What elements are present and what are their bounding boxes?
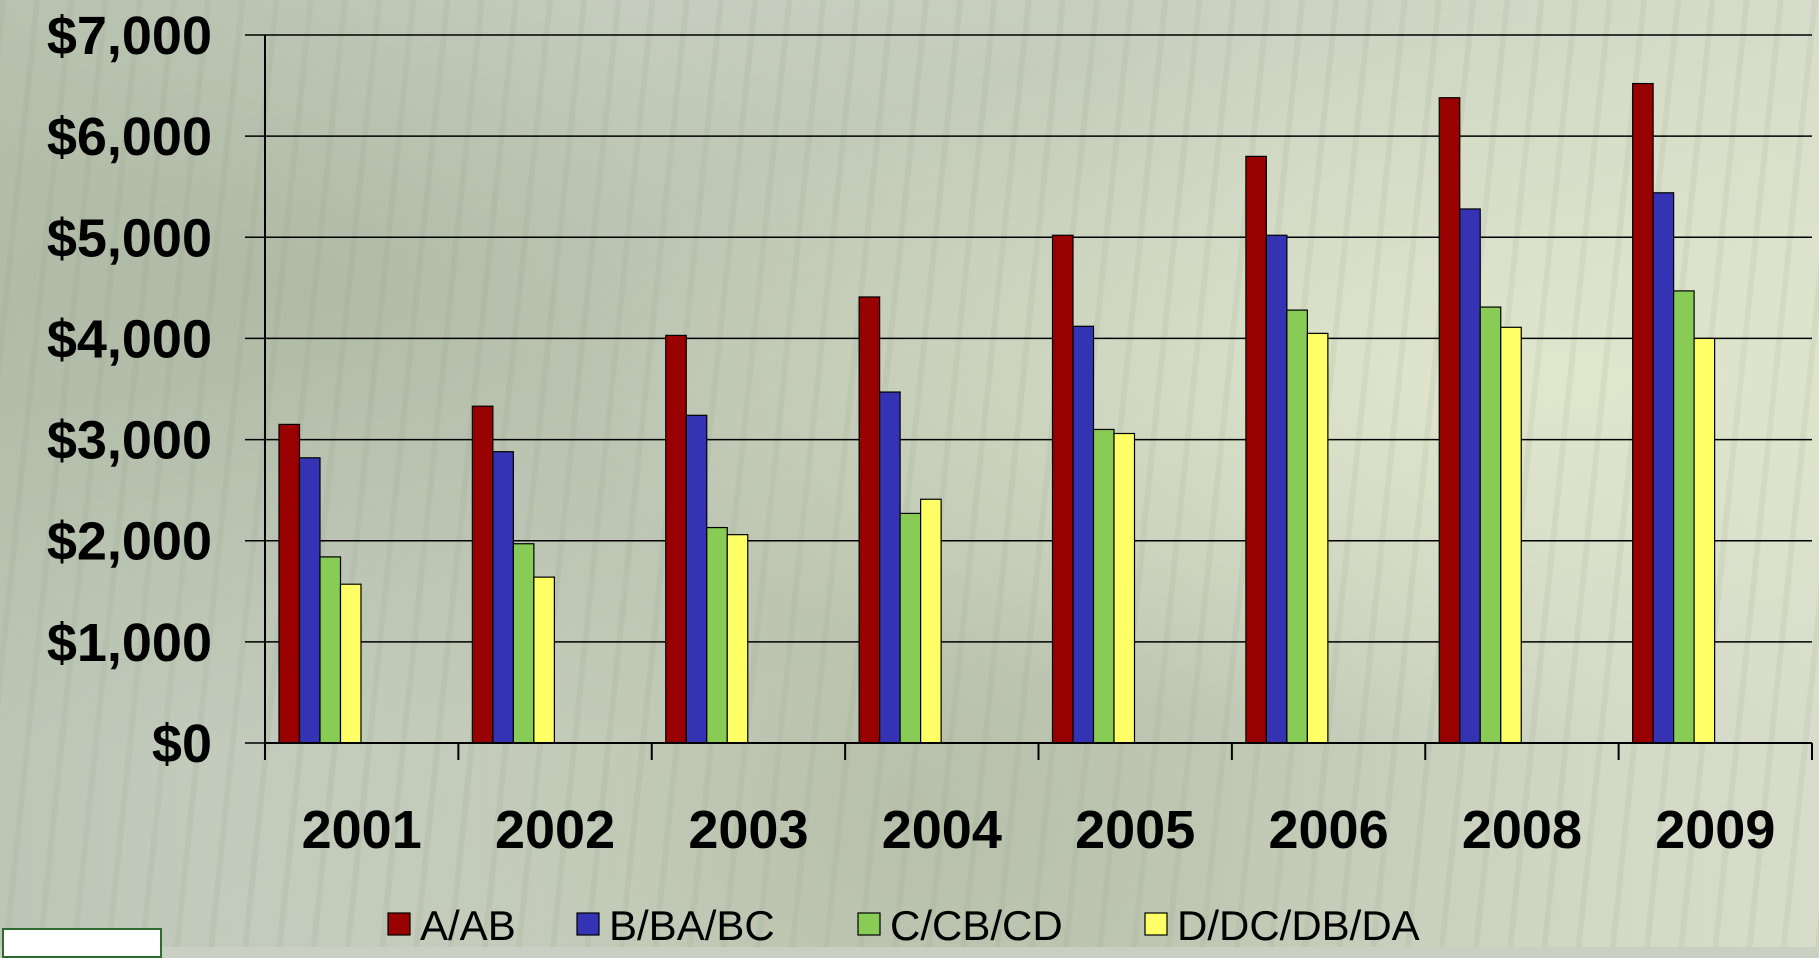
y-tick-label: $3,000 bbox=[47, 411, 212, 471]
axes bbox=[264, 35, 1813, 760]
legend-swatch bbox=[1144, 912, 1168, 936]
bar-b-ba-bc-2001 bbox=[298, 457, 321, 744]
bar-c-cb-cd-2004 bbox=[899, 512, 922, 744]
bar-d-dc-db-da-2002 bbox=[533, 576, 555, 744]
bar-b-ba-bc-2008 bbox=[1459, 208, 1481, 744]
bar-a-ab-2003 bbox=[665, 334, 687, 744]
legend-label: B/BA/BC bbox=[609, 902, 775, 947]
bars bbox=[278, 82, 1716, 744]
y-tick-label: $1,000 bbox=[47, 613, 212, 673]
bar-b-ba-bc-2006 bbox=[1265, 234, 1288, 744]
y-tick-label: $2,000 bbox=[47, 512, 212, 572]
x-tick-label: 2009 bbox=[1655, 800, 1775, 860]
gridlines bbox=[245, 34, 1812, 744]
bar-d-dc-db-da-2001 bbox=[339, 583, 362, 744]
bar-c-cb-cd-2003 bbox=[706, 526, 728, 744]
y-axis-tick-labels: $0 $1,000 $2,000 $3,000 $4,000 $5,000 $6,000 $7… bbox=[47, 6, 212, 774]
x-tick-label: 2006 bbox=[1268, 800, 1388, 860]
legend-label: C/CB/CD bbox=[890, 902, 1063, 947]
bar-c-cb-cd-2008 bbox=[1479, 306, 1502, 744]
bar-a-ab-2004 bbox=[858, 296, 881, 744]
y-tick-label: $4,000 bbox=[47, 309, 212, 369]
bar-d-dc-db-da-2004 bbox=[920, 498, 942, 744]
bar-c-cb-cd-2002 bbox=[512, 543, 535, 744]
bar-a-ab-2008 bbox=[1438, 97, 1461, 744]
bar-c-cb-cd-2001 bbox=[319, 556, 342, 744]
y-tick-label: $6,000 bbox=[47, 107, 212, 167]
bar-a-ab-2001 bbox=[278, 423, 301, 744]
x-tick-label: 2005 bbox=[1075, 800, 1195, 860]
x-tick-label: 2003 bbox=[688, 800, 808, 860]
legend-swatch bbox=[857, 912, 881, 936]
x-tick-label: 2002 bbox=[495, 800, 615, 860]
bar-d-dc-db-da-2008 bbox=[1500, 326, 1522, 744]
bar-c-cb-cd-2005 bbox=[1092, 428, 1115, 744]
corner-box bbox=[2, 928, 162, 958]
x-axis-tick-labels: 2001 2002 2003 2004 2005 2006 2008 2009 bbox=[302, 800, 1776, 860]
bar-a-ab-2005 bbox=[1051, 234, 1074, 744]
y-tick-label: $5,000 bbox=[47, 208, 212, 268]
bar-b-ba-bc-2005 bbox=[1072, 325, 1095, 744]
x-tick-label: 2008 bbox=[1462, 800, 1582, 860]
x-tick-label: 2004 bbox=[882, 800, 1002, 860]
x-tick-label: 2001 bbox=[302, 800, 422, 860]
bar-c-cb-cd-2006 bbox=[1286, 309, 1308, 744]
legend-swatch bbox=[387, 912, 411, 936]
y-tick-label: $7,000 bbox=[47, 6, 212, 66]
bar-b-ba-bc-2009 bbox=[1652, 192, 1675, 744]
bar-b-ba-bc-2002 bbox=[492, 451, 514, 744]
bar-a-ab-2006 bbox=[1245, 155, 1267, 744]
bar-b-ba-bc-2003 bbox=[685, 414, 708, 744]
bar-d-dc-db-da-2005 bbox=[1113, 432, 1136, 744]
bar-d-dc-db-da-2006 bbox=[1306, 332, 1329, 744]
legend: A/AB B/BA/BC C/CB/CD D/DC/DB/DA bbox=[387, 902, 1420, 947]
bar-c-cb-cd-2009 bbox=[1673, 290, 1695, 744]
bar-d-dc-db-da-2003 bbox=[726, 534, 749, 744]
legend-label: A/AB bbox=[420, 902, 516, 947]
legend-swatch bbox=[576, 912, 600, 936]
y-tick-label: $0 bbox=[152, 714, 212, 774]
bar-b-ba-bc-2004 bbox=[879, 391, 901, 744]
bar-d-dc-db-da-2009 bbox=[1693, 337, 1716, 744]
legend-label: D/DC/DB/DA bbox=[1177, 902, 1420, 947]
bar-a-ab-2002 bbox=[471, 405, 494, 744]
bar-a-ab-2009 bbox=[1632, 82, 1654, 744]
